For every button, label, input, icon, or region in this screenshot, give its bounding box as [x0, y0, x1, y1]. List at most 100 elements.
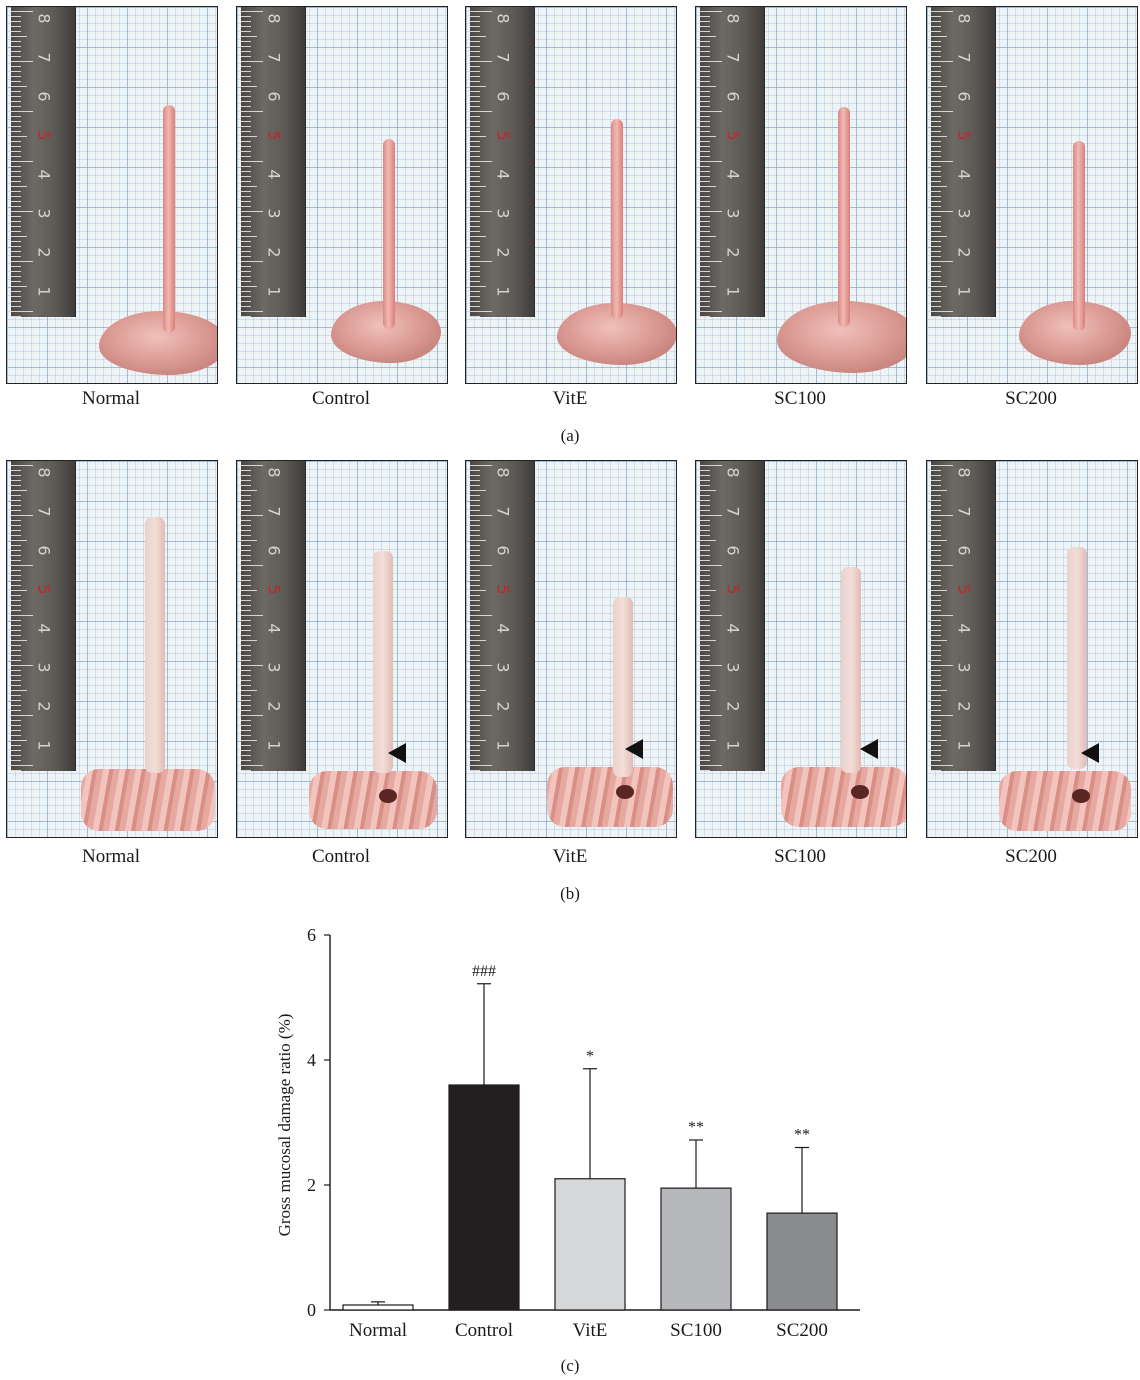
ruler-tick: [931, 740, 947, 741]
ruler-tick: [241, 495, 251, 496]
ruler-tick: [470, 765, 492, 766]
ruler-tick: [931, 735, 941, 736]
panel-b-letter: (b): [560, 884, 580, 903]
ruler-tick: [700, 256, 710, 257]
ruler-tick: [470, 690, 486, 691]
ruler-tick: [700, 281, 710, 282]
ruler-number: 1: [723, 740, 743, 751]
ruler-tick: [931, 126, 941, 127]
ruler-tick: [700, 565, 722, 566]
ruler-tick: [241, 510, 251, 511]
ruler-tick: [931, 555, 941, 556]
ruler-tick: [931, 670, 941, 671]
ruler-tick: [241, 740, 257, 741]
ruler-tick: [241, 241, 251, 242]
ruler-tick: [470, 141, 480, 142]
ruler-tick: [11, 16, 21, 17]
ruler-tick: [700, 470, 710, 471]
ruler-tick: [700, 575, 710, 576]
ruler-tick: [700, 46, 710, 47]
ruler-tick: [470, 730, 480, 731]
ruler-tick: [241, 600, 251, 601]
ruler-tick: [11, 111, 33, 112]
ruler-tick: [931, 710, 941, 711]
panel-a-label-normal: Normal: [81, 388, 141, 409]
ruler-tick: [241, 735, 251, 736]
ruler-tick: [700, 695, 710, 696]
ruler-number: 8: [493, 467, 513, 478]
ruler-tick: [700, 311, 722, 312]
ruler-tick: [470, 201, 480, 202]
ruler-tick: [241, 271, 251, 272]
ruler-tick: [931, 750, 941, 751]
ruler-tick: [931, 645, 941, 646]
ruler-tick: [700, 740, 716, 741]
ruler-tick: [241, 36, 257, 37]
ruler-tick: [11, 595, 21, 596]
ruler-number: 2: [954, 701, 974, 712]
ruler-tick: [11, 575, 21, 576]
ruler-tick: [931, 540, 947, 541]
ruler-tick: [11, 71, 21, 72]
ruler-tick: [241, 206, 251, 207]
ruler-tick: [241, 625, 251, 626]
ruler-tick: [241, 116, 251, 117]
ruler-tick: [470, 266, 480, 267]
ruler-tick: [470, 61, 492, 62]
ruler-tick: [241, 276, 251, 277]
ruler-tick: [700, 720, 710, 721]
ruler-tick: [931, 231, 941, 232]
ruler-number: 8: [34, 467, 54, 478]
ruler-tick: [470, 695, 480, 696]
ruler-tick: [931, 545, 941, 546]
ruler-number: 3: [34, 662, 54, 673]
ruler-tick: [700, 585, 710, 586]
ruler-tick: [700, 755, 710, 756]
esophagus: [838, 107, 850, 327]
ruler-tick: [241, 570, 251, 571]
ruler-tick: [700, 590, 716, 591]
ruler-tick: [241, 595, 251, 596]
ruler-tick: [241, 485, 251, 486]
ruler-number: 8: [264, 467, 284, 478]
ruler-tick: [11, 201, 21, 202]
ruler-tick: [241, 291, 251, 292]
ruler-tick: [11, 535, 21, 536]
ruler-tick: [700, 96, 710, 97]
ruler-tick: [470, 211, 492, 212]
ruler-tick: [700, 91, 710, 92]
ruler-tick: [700, 171, 710, 172]
ruler-tick: [931, 620, 941, 621]
ruler-tick: [700, 266, 710, 267]
ruler-tick: [241, 680, 251, 681]
ruler-tick: [931, 685, 941, 686]
ruler-tick: [931, 470, 941, 471]
ruler-tick: [470, 530, 480, 531]
ruler-tick: [241, 21, 251, 22]
ruler-tick: [11, 246, 21, 247]
ruler-tick: [11, 475, 21, 476]
ruler-tick: [700, 580, 710, 581]
ruler-tick: [931, 665, 953, 666]
ruler-tick: [700, 615, 722, 616]
ruler-tick: [11, 251, 21, 252]
ruler-tick: [700, 685, 710, 686]
ruler-tick: [931, 565, 953, 566]
ruler-number: 3: [954, 662, 974, 673]
ruler-tick: [11, 166, 21, 167]
ruler-tick: [470, 720, 480, 721]
ruler-tick: [470, 246, 480, 247]
ruler-tick: [241, 131, 251, 132]
ruler-tick: [700, 71, 710, 72]
ruler-tick: [470, 66, 480, 67]
ruler-tick: [931, 251, 941, 252]
lesion-mark: [851, 785, 870, 799]
ruler-tick: [700, 11, 722, 12]
ruler-tick: [241, 236, 257, 237]
ruler-tick: [241, 16, 251, 17]
panel-b-photo-sc100: 8 7 6 5 4 3 2 1: [695, 460, 907, 838]
ruler-tick: [931, 236, 947, 237]
ruler-tick: [241, 51, 251, 52]
ruler-tick: [470, 535, 480, 536]
ruler-tick: [241, 670, 251, 671]
